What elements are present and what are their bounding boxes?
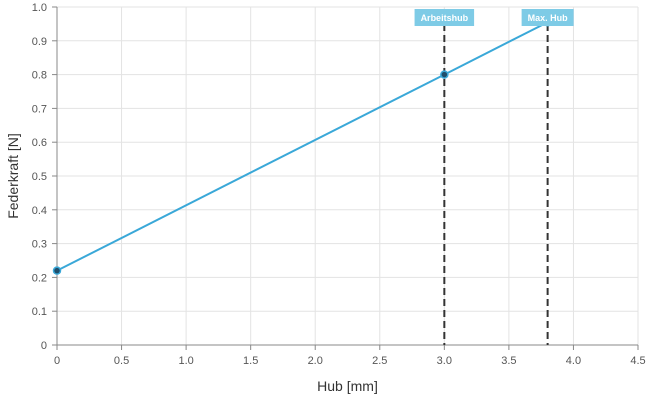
x-tick-label: 4.5: [630, 355, 645, 367]
y-tick-label: 0.9: [32, 36, 47, 48]
y-tick-label: 0.1: [32, 306, 47, 318]
marker-label: Max. Hub: [521, 9, 574, 26]
y-tick-label: 0.5: [32, 171, 47, 183]
x-tick-label: 4.0: [566, 355, 581, 367]
x-tick-label: 2.5: [372, 355, 387, 367]
x-tick-label: 3.5: [501, 355, 516, 367]
marker-label-text: Arbeitshub: [421, 13, 469, 23]
series-line: [56, 21, 549, 272]
x-axis-title: Hub [mm]: [317, 378, 378, 394]
y-tick-label: 0.6: [32, 137, 47, 149]
data-point[interactable]: [52, 266, 62, 275]
marker-labels: Arbeitshub Max. Hub: [414, 9, 574, 26]
y-tick-label: 0.4: [32, 205, 47, 217]
x-tick-label: 1.5: [243, 355, 258, 367]
x-tick-label: 0.5: [114, 355, 129, 367]
y-tick-label: 0.8: [32, 70, 47, 82]
x-tick-label: 2.0: [308, 355, 323, 367]
x-tick-label: 0: [54, 355, 60, 367]
marker-label-box: [414, 9, 475, 26]
series: [52, 17, 552, 275]
y-tick-label: 0.7: [32, 103, 47, 115]
data-point[interactable]: [440, 70, 449, 79]
grid: [56, 6, 639, 346]
marker-label-box: [521, 9, 574, 26]
y-tick-label: 1.0: [32, 2, 47, 14]
y-tick-label: 0: [41, 340, 47, 352]
marker-lines: [443, 24, 549, 345]
y-tick-label: 0.3: [32, 239, 47, 251]
y-axis-title: Federkraft [N]: [5, 133, 21, 219]
x-tick-label: 1.0: [178, 355, 193, 367]
marker-label-text: Max. Hub: [528, 13, 569, 23]
x-tick-label: 3.0: [437, 355, 452, 367]
marker-label: Arbeitshub: [414, 9, 475, 26]
tick-labels: 0 0.5 1.0 1.5 2.0 2.5 3.0 3.5 4.0 4.5 0 0.1 0.2 0.3 0.…: [32, 2, 646, 367]
y-tick-label: 0.2: [32, 272, 47, 284]
axes: [52, 6, 639, 350]
